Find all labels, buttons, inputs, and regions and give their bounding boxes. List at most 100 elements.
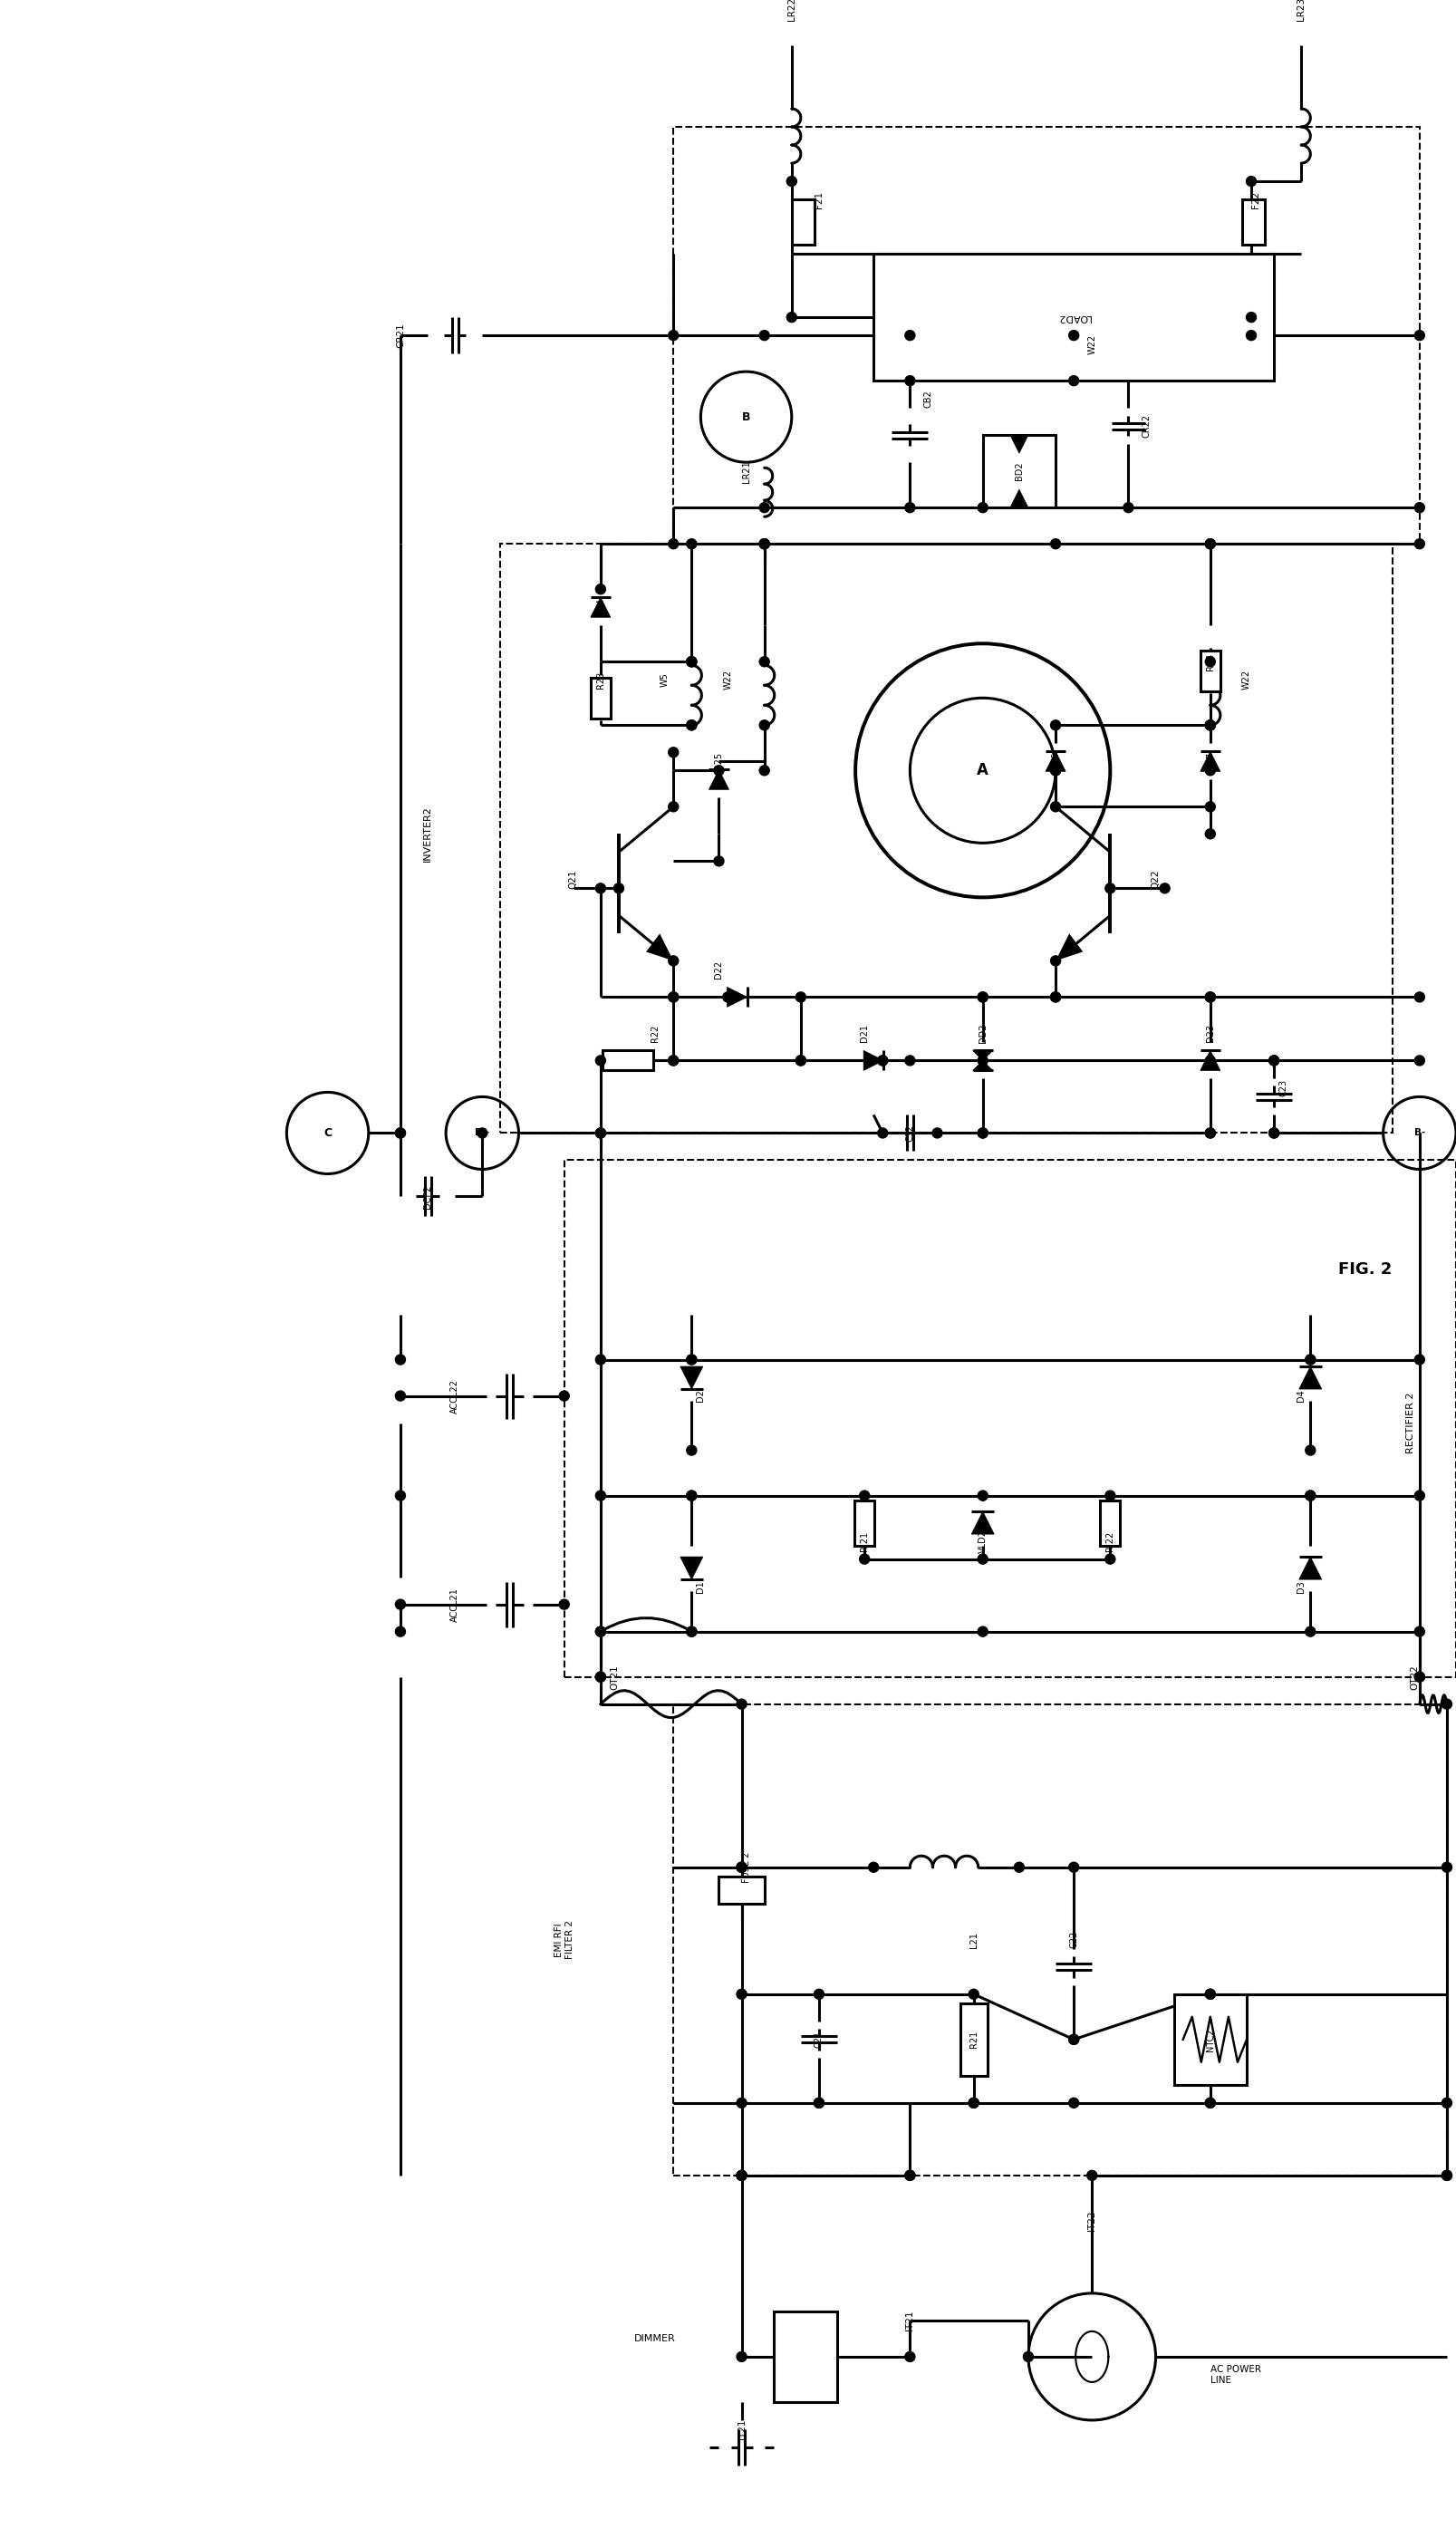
Circle shape <box>796 992 805 1003</box>
Circle shape <box>1415 538 1424 548</box>
Circle shape <box>687 1627 696 1637</box>
Circle shape <box>1306 1490 1315 1500</box>
Circle shape <box>906 376 914 386</box>
Circle shape <box>668 330 678 340</box>
Text: R21: R21 <box>970 2030 978 2048</box>
Text: IT21: IT21 <box>906 2310 914 2330</box>
Circle shape <box>687 1355 696 1365</box>
Circle shape <box>396 1490 405 1500</box>
Text: D24: D24 <box>596 599 606 617</box>
Circle shape <box>668 1056 678 1066</box>
Circle shape <box>396 1599 405 1609</box>
Circle shape <box>796 1056 805 1066</box>
Circle shape <box>396 1391 405 1401</box>
Circle shape <box>687 1490 696 1500</box>
Circle shape <box>396 1127 405 1137</box>
Circle shape <box>724 992 732 1003</box>
Circle shape <box>1206 1127 1216 1137</box>
Text: D25: D25 <box>715 751 724 772</box>
Circle shape <box>968 2099 978 2109</box>
Text: D23: D23 <box>1206 1025 1214 1043</box>
Circle shape <box>596 1627 606 1637</box>
Circle shape <box>687 721 696 731</box>
Text: C21: C21 <box>814 2030 824 2048</box>
Polygon shape <box>1010 490 1028 508</box>
Circle shape <box>668 802 678 812</box>
Circle shape <box>737 1863 747 1873</box>
Circle shape <box>814 2099 824 2109</box>
Polygon shape <box>863 1051 884 1071</box>
Circle shape <box>1441 2170 1452 2180</box>
Circle shape <box>906 1056 914 1066</box>
Circle shape <box>559 1391 569 1401</box>
Circle shape <box>878 1127 888 1137</box>
Circle shape <box>737 1863 747 1873</box>
Text: AC POWER
LINE: AC POWER LINE <box>1210 2365 1261 2386</box>
Circle shape <box>1441 2170 1452 2180</box>
Circle shape <box>1051 957 1060 967</box>
Circle shape <box>1206 538 1216 548</box>
Circle shape <box>1415 1673 1424 1683</box>
Polygon shape <box>1200 751 1220 772</box>
Text: W5: W5 <box>660 673 668 688</box>
Text: Q21: Q21 <box>569 871 578 888</box>
Circle shape <box>687 1444 696 1454</box>
Text: R23: R23 <box>596 670 606 688</box>
Circle shape <box>1069 330 1079 340</box>
Circle shape <box>396 1627 405 1637</box>
Circle shape <box>737 2170 747 2180</box>
Bar <box>983 434 1056 508</box>
Circle shape <box>760 330 769 340</box>
Circle shape <box>687 721 696 731</box>
Circle shape <box>906 503 914 513</box>
Circle shape <box>1415 1627 1424 1637</box>
Circle shape <box>559 1599 569 1609</box>
Circle shape <box>760 538 769 548</box>
Circle shape <box>1206 766 1216 777</box>
Circle shape <box>713 855 724 865</box>
Circle shape <box>1206 1990 1216 2000</box>
Circle shape <box>687 1355 696 1365</box>
Circle shape <box>1124 503 1133 513</box>
Circle shape <box>1415 992 1424 1003</box>
Circle shape <box>968 1990 978 2000</box>
Text: OT21: OT21 <box>610 1665 619 1690</box>
Circle shape <box>1051 538 1060 548</box>
Text: LOAD2: LOAD2 <box>1057 312 1091 322</box>
Polygon shape <box>1045 751 1066 772</box>
Circle shape <box>596 883 606 893</box>
Circle shape <box>1206 1056 1216 1066</box>
Circle shape <box>596 1127 606 1137</box>
Polygon shape <box>591 596 610 617</box>
Text: RECTIFIER 2: RECTIFIER 2 <box>1406 1393 1415 1454</box>
Circle shape <box>1441 1863 1452 1873</box>
Circle shape <box>760 538 769 548</box>
Text: C: C <box>323 1127 332 1140</box>
Polygon shape <box>709 769 729 789</box>
Circle shape <box>978 1056 987 1066</box>
Text: EMI RFI
FILTER 2: EMI RFI FILTER 2 <box>555 1921 574 1959</box>
Circle shape <box>932 1127 942 1137</box>
Circle shape <box>596 1490 606 1500</box>
Polygon shape <box>727 987 747 1008</box>
Text: LR23: LR23 <box>1297 0 1306 20</box>
Text: B+: B+ <box>475 1129 489 1137</box>
Circle shape <box>906 2170 914 2180</box>
Circle shape <box>1206 657 1216 667</box>
Polygon shape <box>646 934 673 962</box>
Circle shape <box>737 1863 747 1873</box>
Circle shape <box>1415 1673 1424 1683</box>
Circle shape <box>786 312 796 322</box>
Bar <box>603 1051 652 1071</box>
Circle shape <box>596 1127 606 1137</box>
Text: CR22: CR22 <box>1142 414 1152 439</box>
Circle shape <box>1206 802 1216 812</box>
Circle shape <box>1051 992 1060 1003</box>
Text: R22: R22 <box>651 1025 660 1043</box>
Circle shape <box>596 1355 606 1365</box>
Text: ACCL22: ACCL22 <box>450 1378 460 1414</box>
Bar <box>673 1703 1447 2175</box>
Text: B-: B- <box>1414 1129 1425 1137</box>
Text: RI21: RI21 <box>860 1530 869 1551</box>
Circle shape <box>1051 766 1060 777</box>
